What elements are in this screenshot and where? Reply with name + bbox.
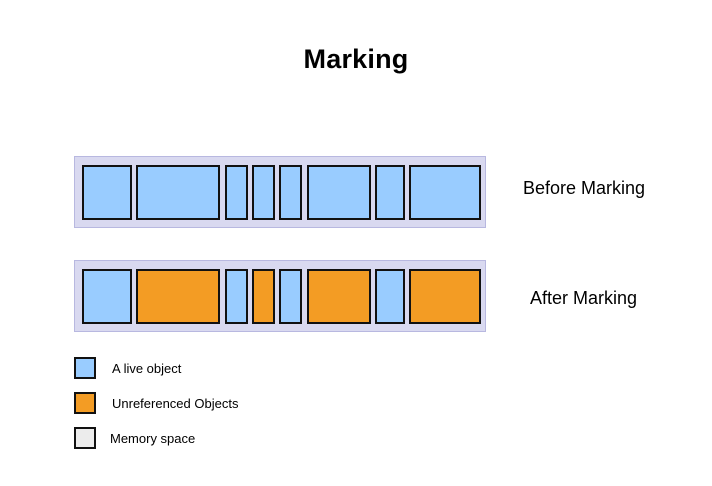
memory-block-live bbox=[279, 269, 302, 324]
memory-block-live bbox=[252, 165, 275, 220]
memory-bar-before-marking bbox=[74, 156, 486, 228]
memory-block-live bbox=[82, 165, 132, 220]
legend-swatch-unreferenced bbox=[74, 392, 96, 414]
legend-item-memory-space: Memory space bbox=[74, 427, 374, 451]
memory-block-live bbox=[225, 269, 248, 324]
row-label-after-marking: After Marking bbox=[530, 288, 638, 308]
memory-block-live bbox=[279, 165, 302, 220]
memory-block-live bbox=[225, 165, 248, 220]
memory-block-unreferenced bbox=[252, 269, 275, 324]
memory-block-live bbox=[375, 165, 405, 220]
memory-block-unreferenced bbox=[307, 269, 371, 324]
memory-block-unreferenced bbox=[136, 269, 220, 324]
memory-block-live bbox=[409, 165, 481, 220]
legend-label-unreferenced: Unreferenced Objects bbox=[112, 396, 239, 411]
legend-swatch-memory-space bbox=[74, 427, 96, 449]
legend-swatch-live bbox=[74, 357, 96, 379]
diagram-title: Marking bbox=[303, 44, 409, 74]
memory-block-live bbox=[375, 269, 405, 324]
memory-block-live bbox=[307, 165, 371, 220]
memory-block-live bbox=[136, 165, 220, 220]
legend-label-live: A live object bbox=[112, 361, 182, 376]
memory-block-live bbox=[82, 269, 132, 324]
legend-label-memory-space: Memory space bbox=[110, 431, 196, 446]
memory-bar-after-marking bbox=[74, 260, 486, 332]
legend-item-unreferenced-objects: Unreferenced Objects bbox=[74, 392, 374, 416]
memory-block-unreferenced bbox=[409, 269, 481, 324]
row-label-before-marking: Before Marking bbox=[523, 178, 646, 198]
legend-item-live-object: A live object bbox=[74, 357, 374, 381]
